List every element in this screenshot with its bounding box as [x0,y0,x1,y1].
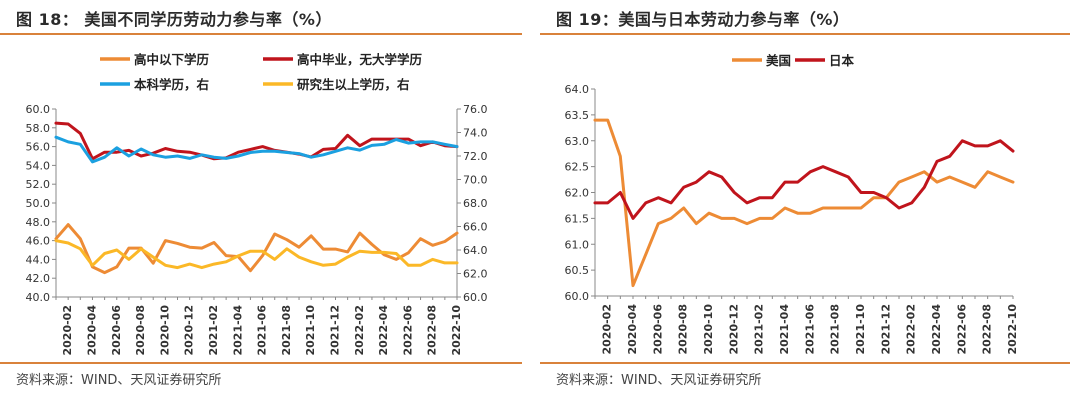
series-line [593,139,1015,220]
x-tick-label: 2020-12 [727,304,740,355]
y-right-tick-label: 62.0 [463,268,488,281]
legend-label: 研究生以上学历，右 [297,77,410,92]
x-tick-label: 2021-02 [753,304,766,355]
x-tick-label: 2020-04 [85,305,98,356]
x-tick-label: 2021-08 [280,305,293,356]
x-tick-label: 2022-02 [905,304,918,355]
y-tick-label: 50.0 [26,197,51,210]
x-tick-label: 2022-10 [450,305,463,356]
y-right-tick-label: 76.0 [463,103,488,116]
y-tick-label: 64.0 [565,83,590,96]
x-tick-label: 2021-10 [854,304,867,355]
legend-label: 高中以下学历 [134,52,210,67]
x-tick-label: 2021-04 [778,304,791,355]
y-right-tick-label: 70.0 [463,174,488,187]
legend-label: 美国 [766,53,791,68]
figure-19: 图 19：美国与日本劳动力参与率（%） 60.0 60.5 61.0 61.5 62.0… [540,0,1080,403]
y-tick-label: 61.5 [565,212,590,225]
y-tick-label: 54.0 [26,159,51,172]
y-tick-label: 58.0 [26,122,51,135]
x-tick-label: 2022-02 [353,305,366,356]
y-right-tick-label: 74.0 [463,127,488,140]
y-tick-label: 62.0 [565,187,590,200]
chart-us-japan-participation: 60.0 60.5 61.0 61.5 62.0 62.5 63.0 63.5 64.0 2020… [565,53,1020,355]
x-tick-label: 2020-08 [677,304,690,355]
source-rule [0,362,522,364]
title-rule [0,33,522,35]
y-tick-label: 46.0 [26,235,51,248]
x-tick-label: 2021-06 [803,304,816,355]
title-rule [540,33,1070,35]
y-tick-label: 62.5 [565,161,590,174]
x-tick-label: 2020-06 [651,304,664,355]
series-line [54,135,459,164]
chart-education-participation: 40.0 42.0 44.0 46.0 48.0 50.0 52.0 54.0 56.0 58.0… [26,52,488,356]
y-right-tick-label: 68.0 [463,197,488,210]
x-tick-label: 2021-12 [879,304,892,355]
x-tick-label: 2022-04 [930,304,943,355]
y-right-tick-label: 60.0 [463,291,488,304]
y-tick-label: 60.0 [26,103,51,116]
x-tick-label: 2021-04 [231,305,244,356]
x-tick-label: 2021-02 [207,305,220,356]
series-line [593,118,1015,288]
x-tick-label: 2020-06 [110,305,123,356]
x-tick-label: 2021-06 [256,305,269,356]
x-tick-label: 2020-02 [61,305,74,356]
y-tick-label: 63.5 [565,109,590,122]
y-tick-label: 48.0 [26,216,51,229]
x-tick-label: 2020-08 [134,305,147,356]
y-right-tick-label: 64.0 [463,244,488,257]
figure-18: 图 18： 美国不同学历劳动力参与率（%） 40.0 42.0 44.0 46.0 48… [0,0,530,403]
figure-title: 图 19：美国与日本劳动力参与率（%） [556,10,850,29]
x-tick-label: 2022-04 [377,305,390,356]
x-tick-label: 2021-10 [304,305,317,356]
y-tick-label: 60.5 [565,264,590,277]
x-tick-label: 2022-08 [981,304,994,355]
x-tick-label: 2021-12 [328,305,341,356]
source-note: 资料来源：WIND、天风证券研究所 [556,373,762,388]
x-tick-label: 2022-06 [401,305,414,356]
y-tick-label: 44.0 [26,253,51,266]
y-tick-label: 63.0 [565,135,590,148]
x-tick-label: 2021-08 [829,304,842,355]
x-tick-label: 2020-10 [158,305,171,356]
y-tick-label: 56.0 [26,141,51,154]
legend-label: 日本 [829,53,855,68]
y-right-tick-label: 72.0 [463,150,488,163]
source-note: 资料来源：WIND、天风证券研究所 [16,373,222,388]
y-tick-label: 40.0 [26,291,51,304]
legend-label: 本科学历，右 [134,77,209,92]
x-tick-label: 2020-04 [626,304,639,355]
legend-label: 高中毕业，无大学学历 [297,52,423,67]
y-tick-label: 42.0 [26,272,51,285]
y-tick-label: 60.0 [565,290,590,303]
series-line [54,223,459,275]
x-tick-label: 2022-08 [426,305,439,356]
source-rule [540,362,1070,364]
y-tick-label: 61.0 [565,238,590,251]
figure-title: 图 18： 美国不同学历劳动力参与率（%） [16,10,332,29]
x-tick-label: 2022-06 [955,304,968,355]
x-tick-label: 2022-10 [1006,304,1019,355]
x-tick-label: 2020-10 [702,304,715,355]
x-tick-label: 2020-12 [183,305,196,356]
y-right-tick-label: 66.0 [463,221,488,234]
y-tick-label: 52.0 [26,178,51,191]
series-line [54,239,459,270]
x-tick-label: 2020-02 [601,304,614,355]
